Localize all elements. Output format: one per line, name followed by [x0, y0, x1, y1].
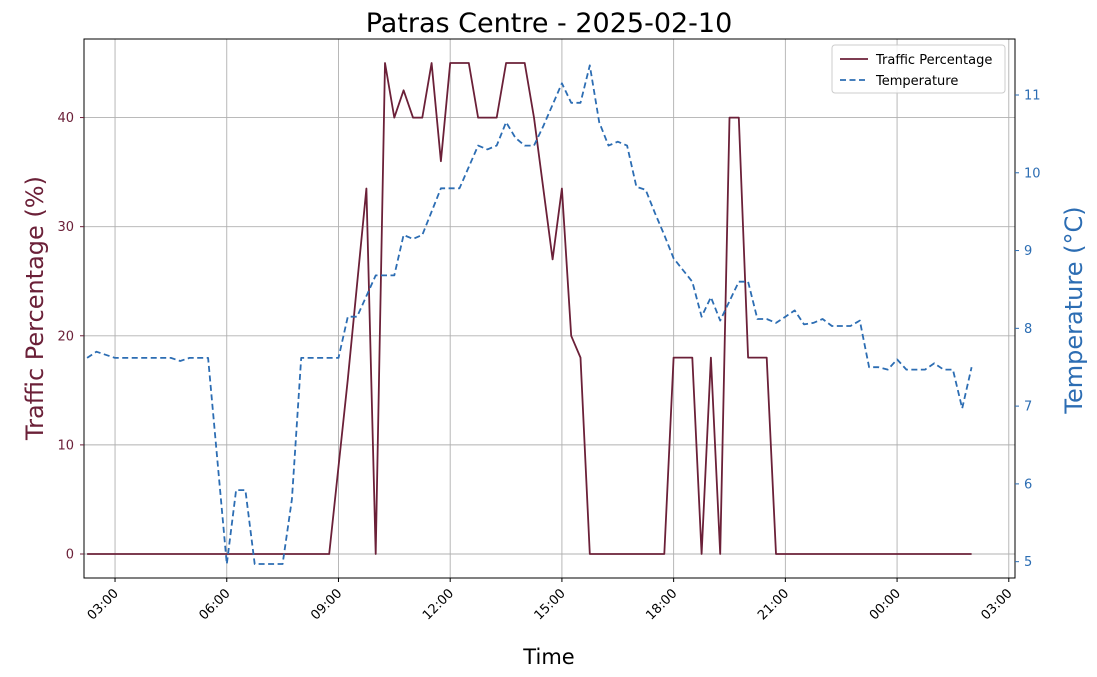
y-left-tick-label: 40: [57, 111, 74, 126]
y-axis-left: 0 10 20 30 40: [57, 111, 84, 562]
legend: Traffic Percentage Temperature: [831, 44, 1006, 94]
y-left-tick-label: 20: [57, 329, 74, 344]
y-right-tick-label: 9: [1024, 244, 1032, 259]
y-left-tick-label: 30: [57, 220, 74, 235]
series-line-traffic-percentage: [87, 62, 972, 555]
y-axis-right-label: Temperature (°C): [1060, 206, 1088, 414]
x-axis-label: Time: [522, 645, 574, 669]
plot-lines: [86, 62, 973, 565]
y-right-tick-label: 6: [1024, 477, 1032, 492]
y-right-tick-label: 8: [1024, 322, 1032, 337]
y-right-tick-label: 11: [1024, 89, 1041, 104]
plot-frame: [83, 38, 1016, 579]
series-line-temperature: [86, 64, 973, 565]
legend-box: [831, 44, 1006, 94]
y-axis-left-label: Traffic Percentage (%): [21, 176, 49, 441]
y-left-tick-label: 0: [66, 547, 74, 562]
legend-label-temperature: Temperature: [875, 74, 958, 89]
y-axis-right: 5 6 7 8 9 10 11: [1015, 89, 1041, 570]
y-right-tick-label: 7: [1024, 400, 1032, 415]
chart-title: Patras Centre - 2025-02-10: [366, 8, 733, 39]
legend-label-traffic: Traffic Percentage: [875, 53, 992, 68]
y-right-tick-label: 10: [1024, 166, 1041, 181]
y-right-tick-label: 5: [1024, 555, 1032, 570]
y-left-tick-label: 10: [57, 438, 74, 453]
